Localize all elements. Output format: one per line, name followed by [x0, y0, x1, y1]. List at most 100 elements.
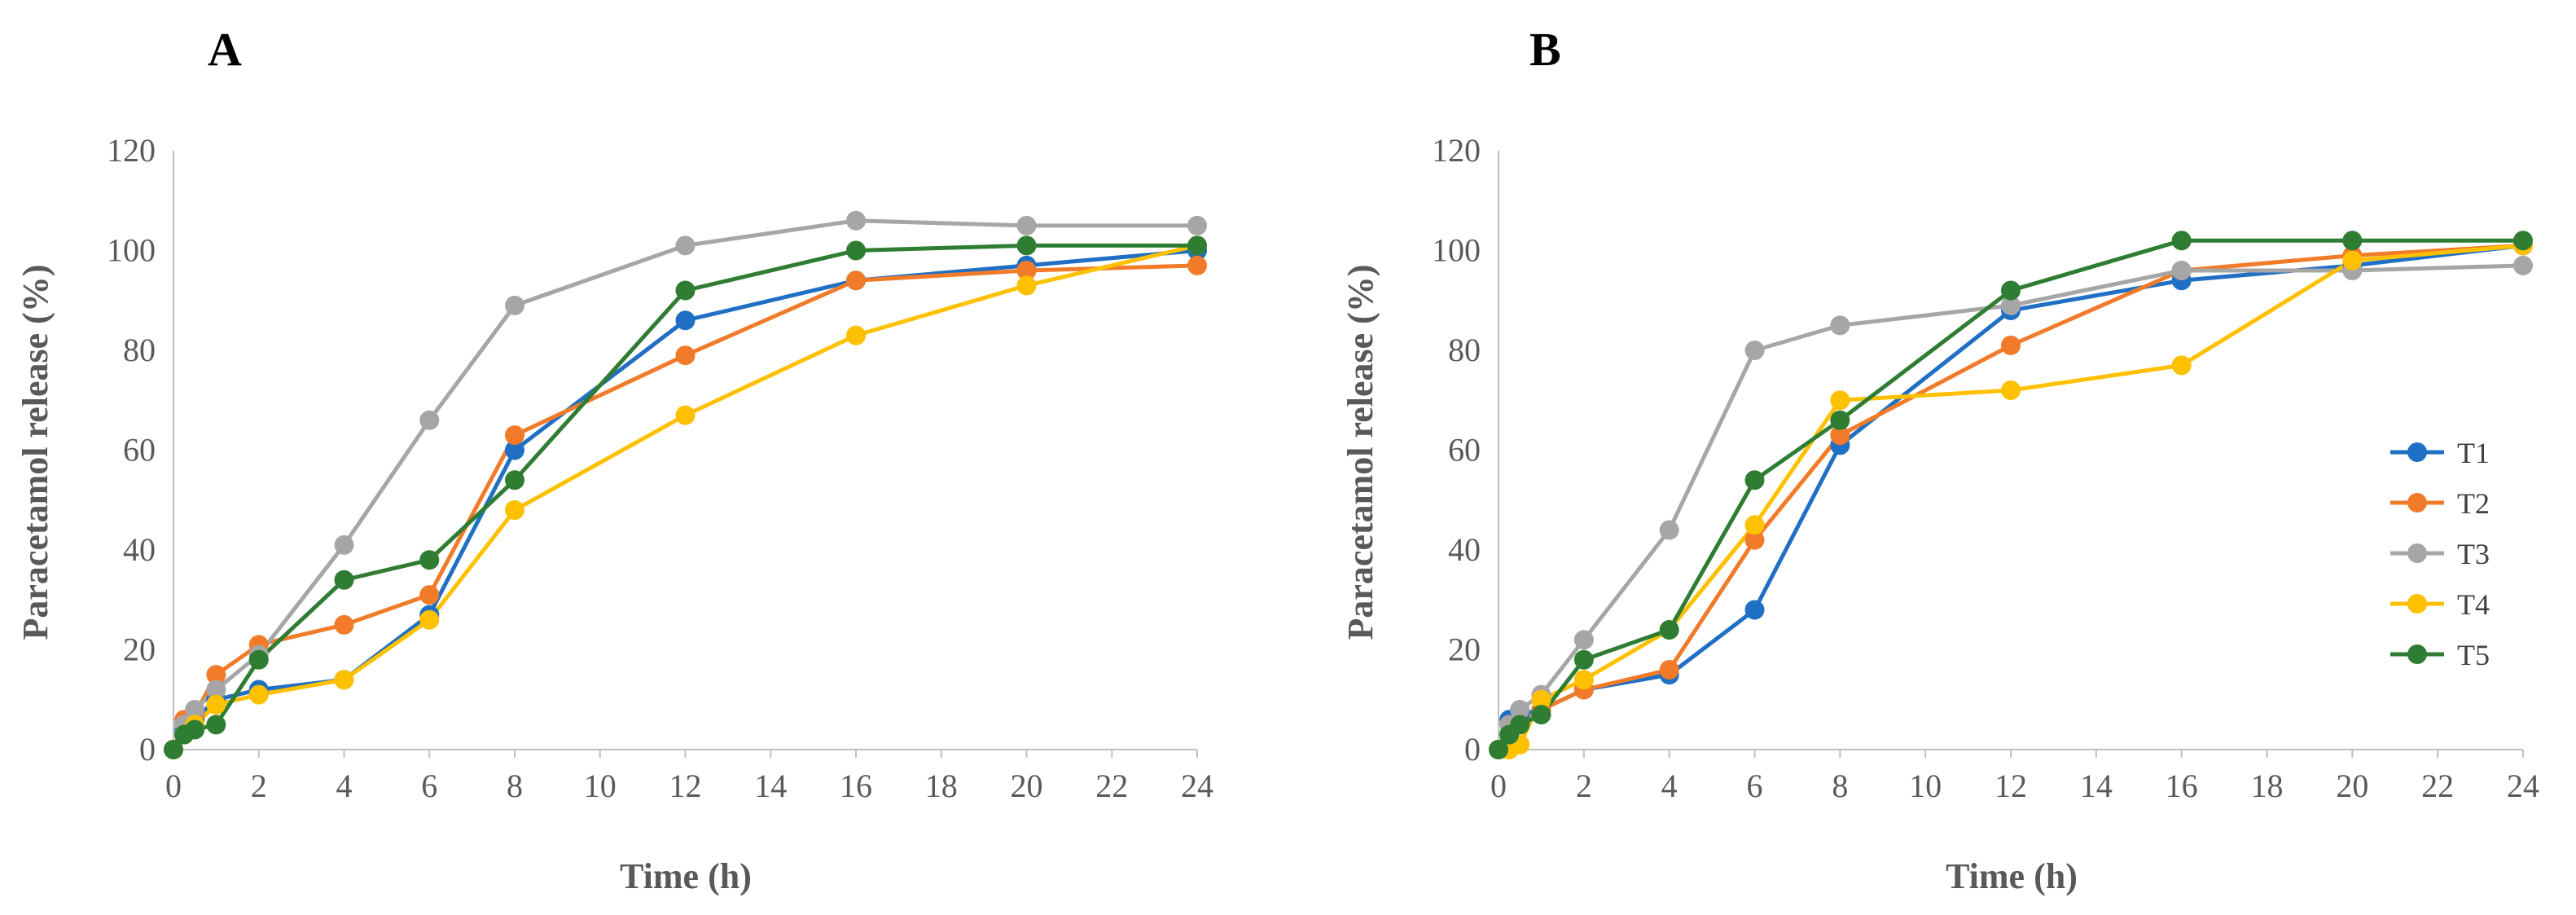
y-tick-label: 0	[1464, 731, 1481, 768]
data-point-t4	[1573, 670, 1594, 690]
y-tick-label: 120	[107, 132, 156, 169]
data-point-t4	[334, 670, 354, 690]
x-tick-label: 14	[2080, 768, 2113, 804]
data-point-t3	[185, 700, 205, 719]
data-point-t4	[419, 609, 440, 630]
data-point-t3	[334, 534, 354, 555]
data-point-t5	[1510, 715, 1530, 735]
x-tick-label: 22	[2421, 768, 2454, 804]
x-tick-label: 4	[336, 768, 353, 804]
data-point-t5	[419, 550, 440, 570]
data-point-t2	[2001, 335, 2021, 355]
data-point-t5	[1531, 705, 1551, 725]
data-point-t2	[334, 614, 354, 635]
data-point-t4	[206, 694, 226, 715]
x-axis-title-a: Time (h)	[620, 856, 752, 896]
data-point-t3	[505, 295, 524, 315]
data-point-t3	[1187, 215, 1207, 235]
data-point-t5	[675, 280, 696, 301]
data-point-t5	[1489, 740, 1508, 759]
x-tick-label: 16	[2166, 768, 2198, 804]
data-point-t5	[2513, 231, 2533, 251]
y-tick-label: 0	[139, 731, 156, 768]
x-tick-label: 20	[1011, 768, 1043, 804]
panel-label-b: B	[1529, 23, 1561, 76]
legend-label-t4: T4	[2457, 588, 2490, 621]
x-tick-label: 12	[1995, 768, 2027, 804]
y-axis-title-b: Paracetamol release (%)	[1341, 265, 1380, 640]
legend-marker-t2	[2407, 493, 2427, 512]
y-tick-label: 100	[1432, 232, 1481, 269]
x-tick-label: 24	[2507, 768, 2539, 804]
data-point-t1	[1744, 600, 1765, 620]
x-axis-title-b: Time (h)	[1946, 856, 2078, 896]
data-point-t5	[206, 715, 226, 735]
data-point-t4	[2342, 250, 2363, 271]
data-point-t2	[1016, 261, 1037, 280]
data-point-t5	[1830, 410, 1850, 430]
data-point-t3	[1830, 315, 1850, 336]
data-point-t5	[2342, 231, 2363, 251]
data-point-t5	[1187, 235, 1207, 256]
data-point-t5	[248, 649, 269, 670]
data-point-t3	[675, 235, 696, 256]
data-point-t3	[2001, 295, 2021, 315]
data-point-t2	[419, 585, 440, 605]
y-tick-label: 40	[1448, 531, 1481, 568]
data-point-t5	[2001, 280, 2021, 301]
x-tick-label: 20	[2336, 768, 2368, 804]
x-tick-label: 14	[754, 768, 787, 804]
data-point-t4	[846, 325, 866, 345]
x-tick-label: 22	[1095, 768, 1128, 804]
data-point-t2	[1659, 660, 1679, 680]
legend-marker-t3	[2407, 543, 2427, 563]
y-tick-label: 20	[1448, 631, 1481, 668]
data-point-t5	[846, 240, 866, 261]
data-point-t4	[505, 500, 524, 520]
data-point-t2	[206, 665, 226, 685]
data-point-t3	[846, 210, 866, 231]
legend-label-t1: T1	[2457, 437, 2490, 469]
data-point-t4	[1744, 515, 1765, 535]
x-tick-label: 18	[2251, 768, 2284, 804]
x-tick-label: 6	[421, 768, 437, 804]
x-tick-label: 2	[1576, 768, 1592, 804]
y-tick-label: 100	[107, 232, 156, 269]
y-tick-label: 60	[1448, 432, 1481, 468]
data-point-t2	[1187, 255, 1207, 275]
data-point-t5	[1016, 235, 1037, 256]
data-point-t2	[1744, 530, 1765, 550]
x-tick-label: 8	[1832, 768, 1848, 804]
data-point-t3	[1016, 215, 1037, 235]
data-point-t3	[1744, 341, 1765, 360]
data-point-t4	[1830, 390, 1850, 411]
x-tick-label: 24	[1181, 768, 1213, 804]
x-tick-label: 4	[1661, 768, 1678, 804]
y-tick-label: 80	[123, 332, 156, 368]
x-tick-label: 12	[669, 768, 702, 804]
series-line-t2	[171, 263, 1198, 750]
data-point-t4	[675, 405, 696, 425]
chart-panel-b: B Time (h) Paracetamol release (%) 0 20 40…	[1341, 23, 2539, 896]
panel-label-a: A	[208, 23, 242, 76]
data-point-t1	[675, 310, 696, 331]
data-point-t4	[2001, 381, 2021, 400]
x-tick-label: 8	[507, 768, 523, 804]
data-point-t2	[1830, 425, 1850, 446]
y-tick-label: 40	[123, 531, 156, 568]
x-tick-label: 6	[1747, 768, 1763, 804]
data-point-t5	[334, 570, 354, 590]
legend-label-t3: T3	[2457, 538, 2490, 570]
data-point-t3	[2513, 255, 2533, 275]
series-line-t2	[1496, 243, 2524, 751]
data-point-t3	[1510, 700, 1530, 719]
legend-marker-t4	[2407, 594, 2427, 614]
legend-marker-t5	[2407, 644, 2427, 664]
y-axis-title-a: Paracetamol release (%)	[15, 265, 55, 640]
y-tick-label: 60	[123, 432, 156, 468]
data-point-t5	[1573, 649, 1594, 670]
data-point-t2	[846, 271, 866, 291]
chart-panel-a: A Time (h) Paracetamol release (%) 0 20 40…	[15, 23, 1213, 896]
data-point-t4	[2171, 355, 2192, 376]
